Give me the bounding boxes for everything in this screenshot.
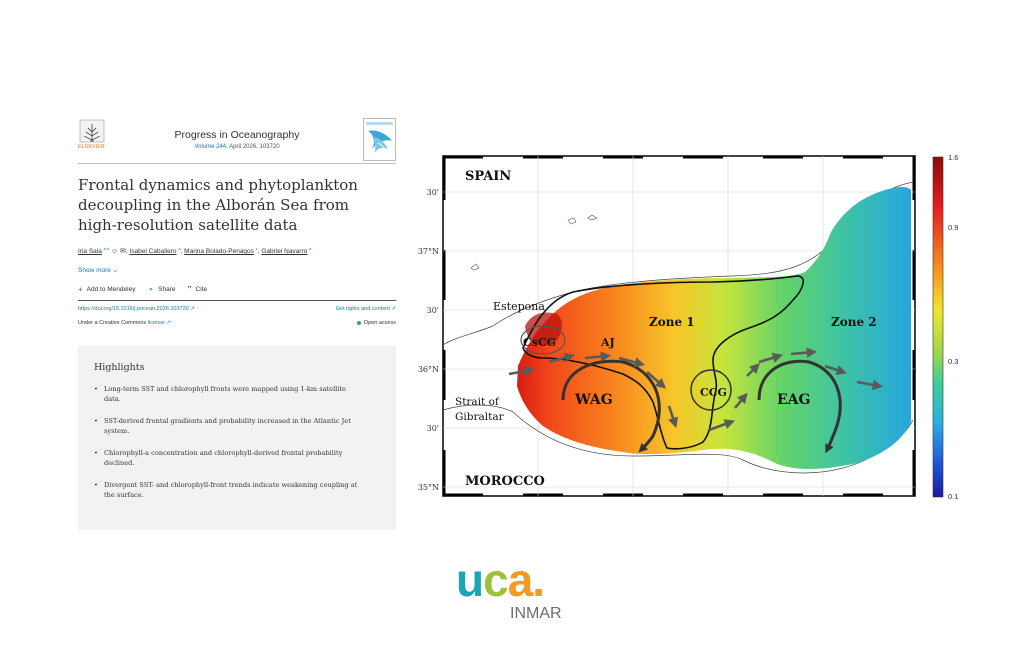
highlights-box: Highlights Long-term SST and chlorophyll…: [78, 346, 396, 530]
eag-gyre-arrow: [757, 359, 842, 454]
author-list: Iria Sala a b ☺ ✉, Isabel Caballero a, M…: [78, 246, 312, 256]
author-link[interactable]: Isabel Caballero: [129, 248, 177, 256]
colorbar-tick: 1.6: [948, 153, 958, 162]
logo-letter-a: a: [508, 558, 534, 606]
chevron-down-icon: ⌄: [112, 267, 119, 274]
license-info: Under a Creative Commons license ↗: [78, 320, 171, 326]
lat-tick: 35°N: [418, 483, 439, 492]
map-label-aj: AJ: [600, 336, 615, 349]
publisher-name: ELSEVIER: [78, 144, 105, 150]
article-actions: + Add to Mendeley ⚬ Share ” Cite: [78, 285, 207, 294]
affiliation-marker[interactable]: c: [255, 246, 258, 251]
lat-tick: 30': [427, 424, 439, 433]
person-icon: ☺: [111, 248, 119, 256]
author-link[interactable]: Gabriel Navarro: [261, 248, 308, 256]
share-icon: ⚬: [147, 285, 155, 294]
cite-label: Cite: [195, 286, 208, 293]
highlight-item: Chlorophyll-a concentration and chloroph…: [94, 448, 364, 468]
wag-gyre-arrow: [561, 359, 661, 453]
map-label-wag: WAG: [574, 392, 613, 408]
map-label-spain: SPAIN: [465, 169, 511, 184]
island-outline: [470, 214, 598, 271]
journal-cover-image[interactable]: [363, 118, 396, 161]
zone-1-boundary: [522, 275, 805, 450]
atlantic-jet-arrows: [508, 347, 884, 432]
highlight-item: Long-term SST and chlorophyll fronts wer…: [94, 384, 364, 404]
highlight-item: SST-derived frontal gradients and probab…: [94, 416, 364, 436]
alboran-sea-chlorophyll: [517, 187, 911, 469]
quote-icon: ”: [187, 285, 192, 294]
add-to-mendeley-label: Add to Mendeley: [86, 286, 136, 293]
latitude-axis: 30' 37°N 30' 36°N 30' 35°N: [418, 188, 439, 492]
highlights-title: Highlights: [94, 362, 145, 373]
map-label-cscg: CsCG: [523, 336, 556, 349]
article-header: ELSEVIER Progress in Oceanography Volume…: [78, 115, 396, 530]
cite-button[interactable]: ” Cite: [188, 285, 208, 294]
journal-title[interactable]: Progress in Oceanography: [174, 129, 300, 141]
lat-tick: 30': [427, 188, 439, 197]
mail-icon[interactable]: ✉: [120, 248, 126, 256]
volume-link[interactable]: Volume 244: [194, 144, 227, 150]
show-more-label: Show more: [78, 267, 111, 274]
open-access-dot-icon: [356, 320, 361, 325]
article-title: Frontal dynamics and phytoplankton decou…: [78, 176, 358, 234]
colorbar-tick: 0.3: [948, 357, 958, 366]
elsevier-logo: [79, 119, 105, 143]
divider: [78, 163, 396, 164]
highlights-list: Long-term SST and chlorophyll fronts wer…: [94, 384, 364, 512]
svg-text:uca.: uca.: [456, 558, 544, 606]
affiliation-marker[interactable]: a: [178, 246, 181, 251]
chlorophyll-map-figure: SPAIN MOROCCO Estepona Strait of Gibralt…: [418, 153, 959, 501]
lat-tick: 30': [427, 306, 439, 315]
map-label-estepona: Estepona: [493, 300, 545, 313]
map-label-ccg: CCG: [700, 386, 727, 399]
doi-link[interactable]: https://doi.org/10.1016/j.pocean.2026.10…: [78, 306, 195, 312]
morocco-coastline: [442, 404, 914, 474]
open-access-label: Open access: [363, 320, 396, 326]
map-label-zone-2: Zone 2: [831, 315, 877, 329]
map-label-strait-line-2: Gibraltar: [455, 411, 505, 423]
rights-link[interactable]: Get rights and content ↗: [335, 306, 396, 312]
map-label-eag: EAG: [777, 392, 811, 408]
logo-letter-u: u: [456, 558, 483, 606]
map-label-zone-1: Zone 1: [649, 315, 695, 329]
highlight-item: Divergent SST- and chlorophyll-front tre…: [94, 480, 364, 500]
open-access-badge: Open access: [356, 320, 396, 326]
license-prefix: Under a Creative Commons: [78, 320, 148, 326]
cscg-gyre-outline: [520, 325, 566, 355]
uca-inmar-logo: uca. INMAR: [456, 558, 562, 622]
show-more-button[interactable]: Show more ⌄: [78, 266, 118, 274]
share-label: Share: [158, 286, 176, 293]
author-link[interactable]: Iria Sala: [78, 248, 102, 256]
logo-dot: .: [532, 558, 544, 606]
affiliation-marker[interactable]: a b: [103, 246, 110, 251]
plus-icon: +: [78, 285, 83, 294]
add-to-mendeley-button[interactable]: + Add to Mendeley: [78, 285, 135, 294]
license-link[interactable]: license ↗: [147, 320, 171, 326]
share-button[interactable]: ⚬ Share: [147, 285, 175, 294]
journal-volume: Volume 244, April 2026, 103720: [78, 144, 396, 150]
ccg-gyre-outline: [690, 369, 732, 411]
logo-subtitle: INMAR: [510, 605, 562, 622]
colorbar-tick: 0.1: [948, 492, 958, 501]
map-frame-ticks: [442, 155, 916, 497]
colorbar: [932, 156, 944, 498]
logo-letter-c: c: [483, 558, 508, 606]
map-label-strait-line-1: Strait of: [455, 396, 500, 408]
lat-tick: 36°N: [418, 365, 439, 374]
colorbar-tick: 0.9: [948, 223, 958, 232]
map-label-morocco: MOROCCO: [465, 474, 545, 489]
author-link[interactable]: Marina Bolado-Penagos: [184, 248, 254, 256]
affiliation-marker[interactable]: a: [309, 246, 312, 251]
divider: [78, 300, 396, 301]
lat-tick: 37°N: [418, 247, 439, 256]
issue-info: , April 2026, 103720: [226, 144, 280, 150]
colorbar-ticks: 1.6 0.9 0.3 0.1: [948, 153, 958, 501]
